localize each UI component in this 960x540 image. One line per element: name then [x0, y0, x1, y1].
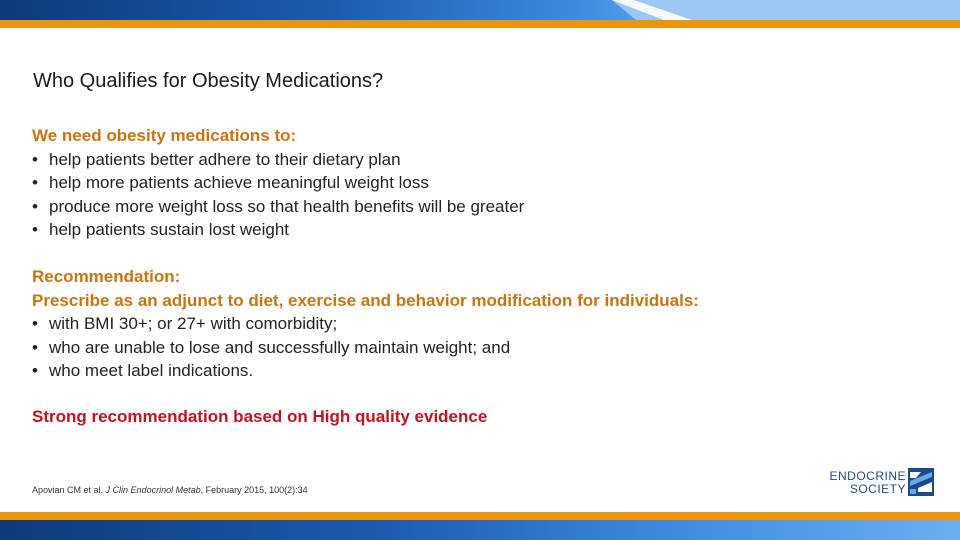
citation: Apovian CM et al. J Clin Endocrinol Meta…: [32, 485, 308, 495]
bottom-orange-stripe: [0, 512, 960, 520]
top-orange-stripe: [0, 20, 960, 28]
needs-section: We need obesity medications to: • help pa…: [32, 124, 524, 242]
bullet-icon: •: [32, 361, 38, 380]
logo-mark-icon: [908, 468, 934, 496]
bottom-blue-band: [0, 520, 960, 540]
needs-list: • help patients better adhere to their di…: [32, 148, 524, 242]
bullet-icon: •: [32, 173, 38, 192]
bullet-icon: •: [32, 149, 38, 169]
recommendation-section: Recommendation: Prescribe as an adjunct …: [32, 265, 699, 383]
list-item: • help patients sustain lost weight: [32, 218, 524, 242]
strong-recommendation: Strong recommendation based on High qual…: [32, 407, 488, 426]
bullet-icon: •: [32, 337, 38, 357]
endocrine-society-logo: ENDOCRINE SOCIETY: [828, 468, 934, 498]
recommendation-subheading: Prescribe as an adjunct to diet, exercis…: [32, 290, 699, 310]
logo-line2: SOCIETY: [849, 482, 906, 496]
slide-title: Who Qualifies for Obesity Medications?: [33, 70, 384, 92]
list-item: • who meet label indications.: [32, 359, 699, 383]
needs-heading: We need obesity medications to:: [32, 126, 297, 145]
citation-authors: Apovian CM et al.: [32, 485, 106, 495]
bullet-icon: •: [32, 196, 38, 216]
logo-line1: ENDOCRINE: [829, 469, 906, 483]
recommendation-list: • with BMI 30+; or 27+ with comorbidity; …: [32, 312, 699, 383]
citation-details: , February 2015, 100(2):34: [200, 485, 308, 495]
recommendation-heading: Recommendation:: [32, 267, 181, 286]
top-light-blue-band: [612, 0, 960, 20]
list-item: • produce more weight loss so that health…: [32, 195, 524, 219]
list-item: • help patients better adhere to their di…: [32, 148, 524, 172]
bullet-icon: •: [32, 314, 38, 333]
citation-journal: J Clin Endocrinol Metab: [105, 485, 201, 495]
list-item: • with BMI 30+; or 27+ with comorbidity;: [32, 312, 699, 336]
list-item: • who are unable to lose and successfully…: [32, 336, 699, 360]
bullet-icon: •: [32, 220, 38, 239]
list-item: • help more patients achieve meaningful w…: [32, 171, 524, 195]
